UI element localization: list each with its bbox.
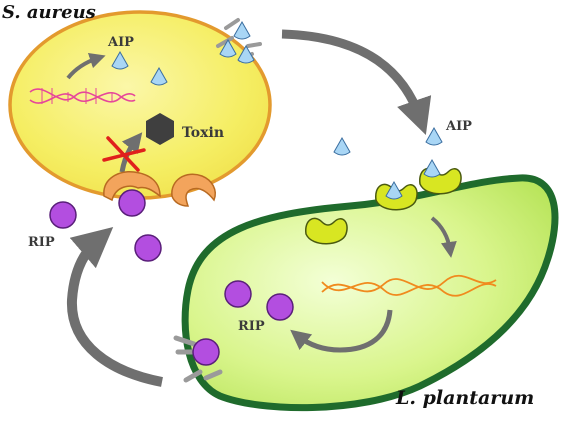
arrow-dna-to-aip xyxy=(66,52,106,80)
aip-molecule xyxy=(237,44,255,64)
aip-molecule xyxy=(111,50,129,70)
rip-label-inside: RIP xyxy=(238,319,265,334)
l-plantarum-label: L. plantarum xyxy=(395,387,534,409)
red-x-icon xyxy=(102,136,146,172)
toxin-label: Toxin xyxy=(182,125,224,141)
rip-molecule xyxy=(49,201,77,229)
s-aureus-label: S. aureus xyxy=(2,2,96,23)
l-plantarum-receptor xyxy=(375,180,418,211)
s-aureus-receptor xyxy=(171,173,216,207)
hexagon-icon xyxy=(146,113,174,145)
aip-molecule xyxy=(233,20,251,40)
rip-molecule xyxy=(192,338,220,366)
rip-molecule xyxy=(118,189,146,217)
aip-molecule xyxy=(425,126,443,146)
rip-label-left: RIP xyxy=(28,235,55,250)
aip-molecule xyxy=(150,66,168,86)
rip-molecule xyxy=(266,293,294,321)
rip-molecule xyxy=(134,234,162,262)
s-aureus-dna xyxy=(29,88,136,104)
arrow-rip-return xyxy=(66,226,163,387)
l-plantarum-receptor xyxy=(419,158,462,195)
l-plantarum-receptor xyxy=(305,217,348,245)
arrow-dna-to-rip xyxy=(290,309,393,353)
arrow-aip-export xyxy=(281,29,432,136)
aip-molecule xyxy=(219,38,237,58)
rip-molecule xyxy=(224,280,252,308)
s-aureus-receptor xyxy=(103,170,161,202)
l-plantarum-cell xyxy=(181,174,559,412)
aip-label-inside: AIP xyxy=(107,35,134,50)
arrow-receptor-to-dna xyxy=(430,216,457,258)
aip-label-outside: AIP xyxy=(445,119,472,134)
aip-molecule xyxy=(333,136,351,156)
l-plantarum-dna xyxy=(321,274,497,297)
